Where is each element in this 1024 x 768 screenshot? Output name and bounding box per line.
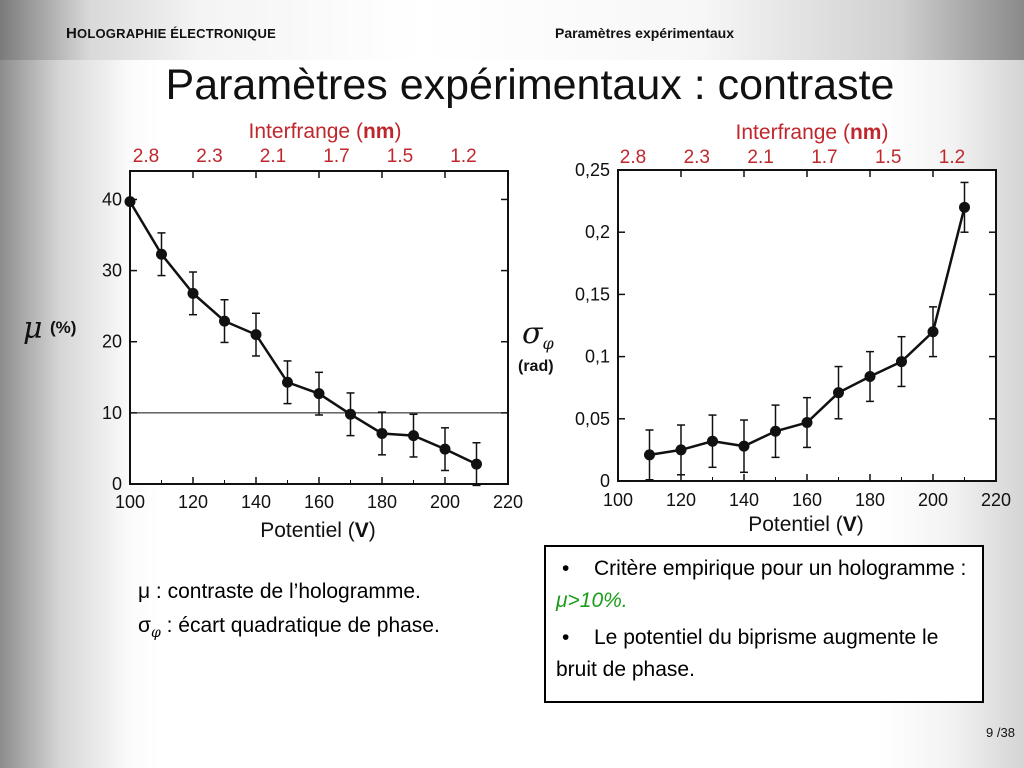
- contrast-y-axis-unit: (%): [50, 318, 76, 337]
- contrast-top-axis-title: Interfrange (nm): [249, 120, 402, 143]
- phase-y-tick-label: 0,2: [585, 222, 610, 242]
- phase-top-tick-label: 2.3: [684, 147, 710, 168]
- contrast-top-tick-label: 1.5: [387, 146, 413, 167]
- contrast-data-point: [219, 315, 230, 327]
- bullet: •: [562, 557, 570, 580]
- contrast-top-tick-label: 2.3: [196, 146, 222, 167]
- contrast-x-axis-label: Potentiel (V): [260, 519, 376, 542]
- contrast-data-point: [439, 443, 451, 455]
- contrast-data-point: [250, 329, 262, 341]
- header-section-title: HOLOGRAPHIE ÉLECTRONIQUE: [66, 25, 276, 42]
- phase-y-tick-label: 0,25: [575, 160, 610, 180]
- phase-data-point: [675, 444, 687, 456]
- phase-x-tick-label: 180: [855, 490, 885, 510]
- phase-top-tick-label: 2.1: [747, 147, 773, 168]
- phase-x-tick-label: 100: [603, 490, 633, 510]
- contrast-x-tick-label: 200: [430, 492, 460, 512]
- contrast-y-tick-label: 30: [102, 261, 122, 281]
- phase-y-tick-label: 0,1: [585, 347, 610, 367]
- phase-data-point: [896, 356, 907, 368]
- contrast-y-tick-label: 40: [102, 189, 122, 209]
- sigma-definition: σφ : écart quadratique de phase.: [138, 614, 440, 642]
- header-slide-topic: Paramètres expérimentaux: [555, 25, 734, 41]
- contrast-series-line: [128, 200, 478, 466]
- phase-x-tick-label: 120: [666, 490, 696, 510]
- phase-data-point: [738, 440, 750, 452]
- bullet: •: [562, 626, 570, 649]
- header-bar: [0, 0, 1024, 60]
- contrast-x-tick-label: 180: [367, 492, 397, 512]
- contrast-data-point: [376, 427, 388, 439]
- contrast-x-tick-label: 120: [178, 492, 208, 512]
- phase-data-point: [707, 435, 718, 447]
- phase-data-point: [801, 417, 813, 429]
- phase-data-point: [770, 425, 781, 437]
- phase-y-axis-symbol: σφ: [522, 316, 554, 353]
- contrast-y-axis-symbol: μ: [23, 311, 43, 346]
- phase-x-ticks: 100 120 140 160 180 200 220: [603, 170, 1011, 510]
- conclusions-box: • Critère empirique pour un hologramme : …: [544, 545, 984, 703]
- contrast-top-tick-label: 1.2: [450, 146, 476, 167]
- phase-y-tick-label: 0: [600, 471, 610, 491]
- contrast-x-ticks: 100 120 140 160 180 200 220: [115, 171, 523, 512]
- phase-x-tick-label: 140: [729, 490, 759, 510]
- phase-top-tick-label: 2.8: [620, 147, 646, 168]
- criterion-item: • Critère empirique pour un hologramme : …: [556, 553, 972, 616]
- phase-top-axis-title: Interfrange (nm): [736, 121, 889, 144]
- page-number: 9 /38: [986, 725, 1015, 740]
- phase-top-tick-label: 1.2: [939, 147, 965, 168]
- phase-x-axis-label: Potentiel (V): [748, 513, 864, 536]
- contrast-y-tick-label: 10: [102, 403, 122, 423]
- contrast-y-ticks: 0 10 20 30 40: [102, 189, 508, 494]
- contrast-top-tick-label: 2.1: [260, 146, 286, 167]
- noise-item: • Le potentiel du biprisme augmente le br…: [556, 622, 972, 685]
- contrast-top-tick-label: 2.8: [133, 146, 159, 167]
- contrast-top-tick-label: 1.7: [323, 146, 349, 167]
- phase-x-tick-label: 220: [981, 490, 1011, 510]
- phase-top-ticks: 2.8 2.3 2.1 1.7 1.5 1.2: [620, 147, 965, 168]
- contrast-y-tick-label: 20: [102, 332, 122, 352]
- contrast-data-point: [124, 196, 136, 208]
- contrast-data-point: [156, 248, 167, 260]
- phase-y-tick-label: 0,15: [575, 284, 610, 304]
- phase-data-point: [644, 449, 655, 461]
- contrast-data-point: [187, 287, 199, 299]
- phase-x-tick-label: 200: [918, 490, 948, 510]
- contrast-data-point: [471, 458, 482, 470]
- slide-title: Paramètres expérimentaux : contraste: [165, 61, 895, 109]
- contrast-data-point: [408, 430, 419, 442]
- phase-data-point: [959, 201, 970, 213]
- definitions: μ : contraste de l’hologramme. σφ : écar…: [138, 577, 518, 649]
- phase-top-tick-label: 1.7: [811, 147, 837, 168]
- mu-definition: μ : contraste de l’hologramme.: [138, 580, 421, 603]
- contrast-data-point: [282, 376, 293, 388]
- contrast-top-ticks: 2.8 2.3 2.1 1.7 1.5 1.2: [133, 146, 477, 167]
- phase-data-point: [833, 387, 844, 399]
- phase-y-tick-label: 0,05: [575, 409, 610, 429]
- contrast-x-tick-label: 100: [115, 492, 145, 512]
- phase-x-tick-label: 160: [792, 490, 822, 510]
- phase-data-point: [927, 326, 939, 338]
- phase-data-point: [864, 371, 876, 383]
- contrast-data-point: [345, 408, 356, 420]
- contrast-x-tick-label: 140: [241, 492, 271, 512]
- phase-y-axis-unit: (rad): [518, 358, 554, 375]
- phase-top-tick-label: 1.5: [875, 147, 901, 168]
- contrast-y-tick-label: 0: [112, 474, 122, 494]
- phase-y-ticks: 0 0,05 0,1 0,15 0,2 0,25: [575, 160, 996, 491]
- contrast-x-tick-label: 160: [304, 492, 334, 512]
- criterion-highlight: μ>10%.: [556, 588, 628, 612]
- contrast-data-point: [313, 388, 325, 400]
- contrast-x-tick-label: 220: [493, 492, 523, 512]
